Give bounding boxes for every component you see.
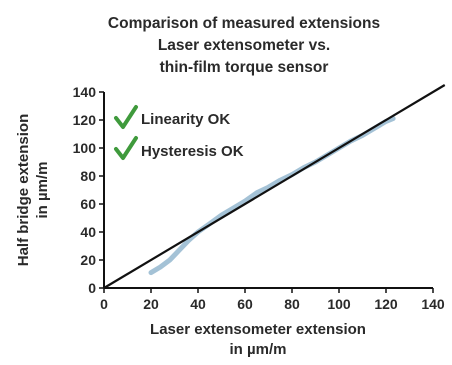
x-tick-label: 140 xyxy=(421,296,445,312)
annotation-linearity-text: Linearity OK xyxy=(141,111,230,128)
title-line-2: Laser extensometer vs. xyxy=(158,37,330,54)
annotation-linearity: Linearity OK xyxy=(114,105,230,129)
x-tick-label: 80 xyxy=(284,296,300,312)
chart-title: Comparison of measured extensions Laser … xyxy=(108,15,380,76)
y-axis-label-line-1: Half bridge extension xyxy=(15,114,32,267)
x-tick-label: 20 xyxy=(143,296,159,312)
y-axis-label-line-2: in µm/m xyxy=(34,162,51,219)
x-axis-label-line-2: in µm/m xyxy=(230,341,287,358)
measured-series-line xyxy=(148,116,396,276)
annotation-hysteresis: Hysteresis OK xyxy=(114,136,244,160)
x-tick-label: 40 xyxy=(190,296,206,312)
plot-area: 0 20 40 60 80 100 120 140 0 20 40 60 80 100 120 140 xyxy=(73,84,446,312)
check-icon xyxy=(114,105,138,129)
y-tick-label: 20 xyxy=(80,252,96,268)
x-tick-label: 120 xyxy=(374,296,398,312)
y-tick-label: 0 xyxy=(88,280,96,296)
title-line-3: thin-film torque sensor xyxy=(160,59,329,76)
y-tick-label: 140 xyxy=(73,84,97,100)
y-tick-label: 60 xyxy=(80,196,96,212)
x-tick-label: 60 xyxy=(237,296,253,312)
x-axis-label-line-1: Laser extensometer extension xyxy=(150,321,366,338)
x-tick-label: 100 xyxy=(327,296,351,312)
x-axis-label: Laser extensometer extension in µm/m xyxy=(150,321,366,358)
y-tick-label: 80 xyxy=(80,168,96,184)
y-tick-label: 100 xyxy=(73,140,97,156)
x-tick-label: 0 xyxy=(100,296,108,312)
y-axis-label: Half bridge extension in µm/m xyxy=(15,114,51,267)
y-tick-label: 120 xyxy=(73,112,97,128)
y-tick-label: 40 xyxy=(80,224,96,240)
title-line-1: Comparison of measured extensions xyxy=(108,15,380,32)
reference-series-line xyxy=(103,84,446,289)
check-icon xyxy=(114,136,138,160)
annotation-hysteresis-text: Hysteresis OK xyxy=(141,143,244,160)
